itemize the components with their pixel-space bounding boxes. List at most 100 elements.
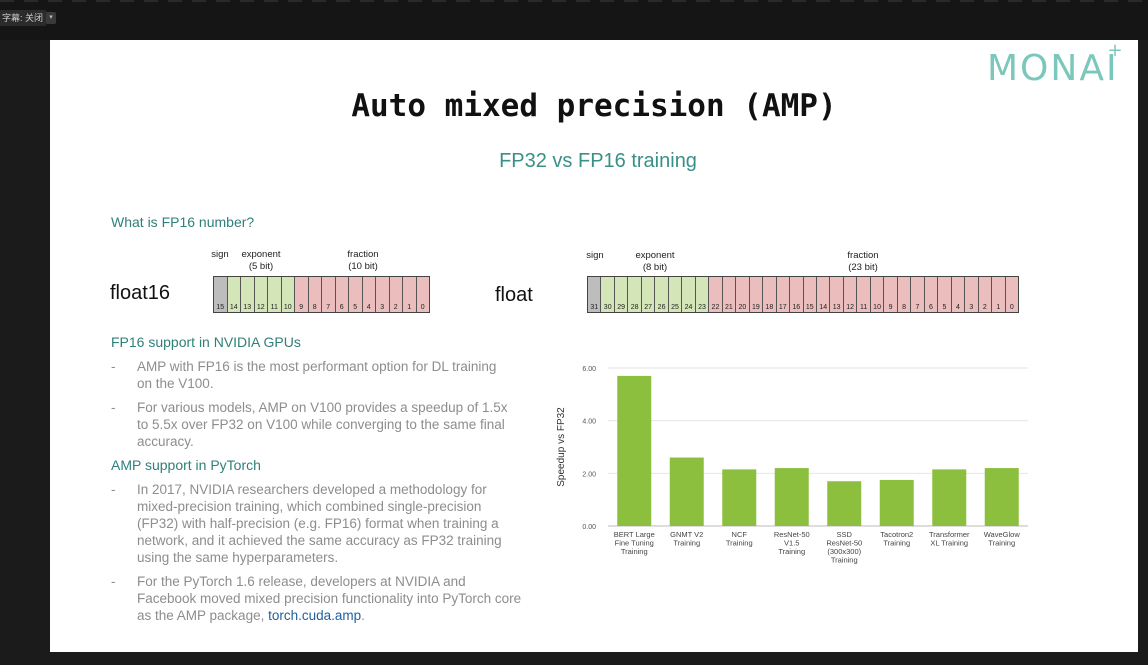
fraction-bit: 18 xyxy=(763,277,777,312)
bit-index: 17 xyxy=(778,304,787,311)
bit-index: 12 xyxy=(256,304,265,311)
fraction-bit: 10 xyxy=(870,277,885,312)
left-margin xyxy=(0,40,50,665)
fraction-bit: 0 xyxy=(1005,277,1018,312)
bit-index: 5 xyxy=(942,304,947,311)
x-tick-label: GNMT V2 xyxy=(670,530,703,539)
y-tick-label: 0.00 xyxy=(582,524,596,531)
y-tick-label: 6.00 xyxy=(582,366,596,373)
bit-index: 25 xyxy=(671,304,679,311)
float16-bit-row: 15 14 13 12 11 10 9 8 7 6 5 4 3 2 1 0 xyxy=(213,276,430,313)
bit-index: 3 xyxy=(380,304,385,311)
bit-index: 28 xyxy=(630,304,639,311)
bit-index: 19 xyxy=(751,304,760,311)
chevron-down-icon[interactable]: ▾ xyxy=(46,12,56,24)
bit-index: 7 xyxy=(915,304,920,311)
bit-index: 21 xyxy=(725,304,733,311)
fraction-bit: 8 xyxy=(897,277,912,312)
float32-fraction-text: fraction xyxy=(847,250,879,261)
pytorch-heading: AMP support in PyTorch xyxy=(111,457,261,473)
bit-index: 1 xyxy=(996,304,1001,311)
bar xyxy=(722,469,757,526)
filmstrip-strip xyxy=(0,0,1148,2)
fraction-bit: 8 xyxy=(308,277,322,312)
bit-index: 2 xyxy=(393,304,398,311)
fraction-bit: 0 xyxy=(416,277,429,312)
float32-sign-label: sign xyxy=(586,250,604,261)
bullet-dash: - xyxy=(111,574,116,589)
bar xyxy=(827,481,862,526)
subtitle-toggle[interactable]: 字幕: 关闭 xyxy=(0,10,48,26)
exponent-bit: 25 xyxy=(668,277,683,312)
bit-index: 0 xyxy=(420,304,425,311)
what-is-heading: What is FP16 number? xyxy=(111,214,255,230)
fraction-bit: 5 xyxy=(938,277,952,312)
float16-label: float16 xyxy=(110,282,171,304)
bullet-dash: - xyxy=(111,482,116,497)
slide: MONAI + Auto mixed precision (AMP) FP32 … xyxy=(50,40,1138,652)
gpu-bullets: - AMP with FP16 is the most performant op… xyxy=(111,358,511,457)
bar xyxy=(932,469,967,526)
x-tick-label: Training xyxy=(726,539,753,548)
bullet-item: - For the PyTorch 1.6 release, developers… xyxy=(111,573,523,624)
float32-label: float xyxy=(495,284,533,306)
bit-index: 16 xyxy=(792,304,801,311)
bullet-text: In 2017, NVIDIA researchers developed a … xyxy=(137,482,502,565)
float32-fraction-label: fraction (23 bit) xyxy=(830,250,896,274)
fraction-bit: 3 xyxy=(965,277,979,312)
bit-index: 13 xyxy=(832,304,841,311)
bullet-dash: - xyxy=(111,359,116,374)
bullet-text: For various models, AMP on V100 provides… xyxy=(137,400,508,449)
bit-index: 30 xyxy=(603,304,612,311)
bullet-dash: - xyxy=(111,400,116,415)
float16-fraction-label: fraction (10 bit) xyxy=(330,249,396,273)
x-tick-label: Tacotron2 xyxy=(880,530,913,539)
exponent-bit: 29 xyxy=(614,277,629,312)
x-tick-label: Training xyxy=(883,539,910,548)
bullet-text: For the PyTorch 1.6 release, developers … xyxy=(137,574,522,623)
fraction-bit: 17 xyxy=(776,277,791,312)
exponent-bit: 27 xyxy=(641,277,656,312)
bit-index: 12 xyxy=(846,304,855,311)
x-tick-label: V1.5 xyxy=(784,539,799,548)
bullet-item: - In 2017, NVIDIA researchers developed a… xyxy=(111,481,523,566)
bottom-margin xyxy=(0,652,1148,665)
fraction-bit: 9 xyxy=(884,277,898,312)
exponent-bit: 23 xyxy=(695,277,710,312)
x-tick-label: Fine Tuning xyxy=(615,539,654,548)
fraction-bit: 19 xyxy=(749,277,764,312)
bit-index: 6 xyxy=(929,304,933,311)
x-tick-label: SSD xyxy=(837,530,853,539)
fraction-bit: 16 xyxy=(790,277,804,312)
bar xyxy=(669,457,704,526)
slide-subtitle: FP32 vs FP16 training xyxy=(499,150,697,172)
float16-exponent-bits: (5 bit) xyxy=(248,261,274,272)
bit-index: 27 xyxy=(644,304,652,311)
fraction-bit: 1 xyxy=(992,277,1006,312)
float32-exponent-bits: (8 bit) xyxy=(642,262,668,273)
bit-index: 24 xyxy=(684,304,693,311)
bit-index: 11 xyxy=(270,304,278,311)
fraction-bit: 2 xyxy=(389,277,403,312)
right-margin xyxy=(1138,40,1148,665)
bit-index: 6 xyxy=(339,304,344,311)
y-axis-label: Speedup vs FP32 xyxy=(556,407,567,487)
bar xyxy=(774,468,809,526)
exponent-bit: 10 xyxy=(281,277,295,312)
fraction-bit: 12 xyxy=(843,277,858,312)
fraction-bit: 3 xyxy=(376,277,390,312)
float32-fraction-bits: (23 bit) xyxy=(848,262,878,273)
fraction-bit: 7 xyxy=(911,277,925,312)
bar xyxy=(879,479,914,526)
fraction-bit: 21 xyxy=(722,277,737,312)
sign-bit: 15 xyxy=(214,277,228,312)
x-tick-label: Training xyxy=(673,539,700,548)
torch-amp-link[interactable]: torch.cuda.amp xyxy=(268,608,362,623)
fraction-bit: 15 xyxy=(803,277,817,312)
bit-index: 15 xyxy=(216,304,225,311)
bit-index: 2 xyxy=(982,304,987,311)
x-tick-label: (300x300) xyxy=(827,547,861,556)
y-tick-label: 2.00 xyxy=(582,471,596,478)
fraction-bit: 7 xyxy=(322,277,336,312)
x-tick-label: WaveGlow xyxy=(984,530,1021,539)
